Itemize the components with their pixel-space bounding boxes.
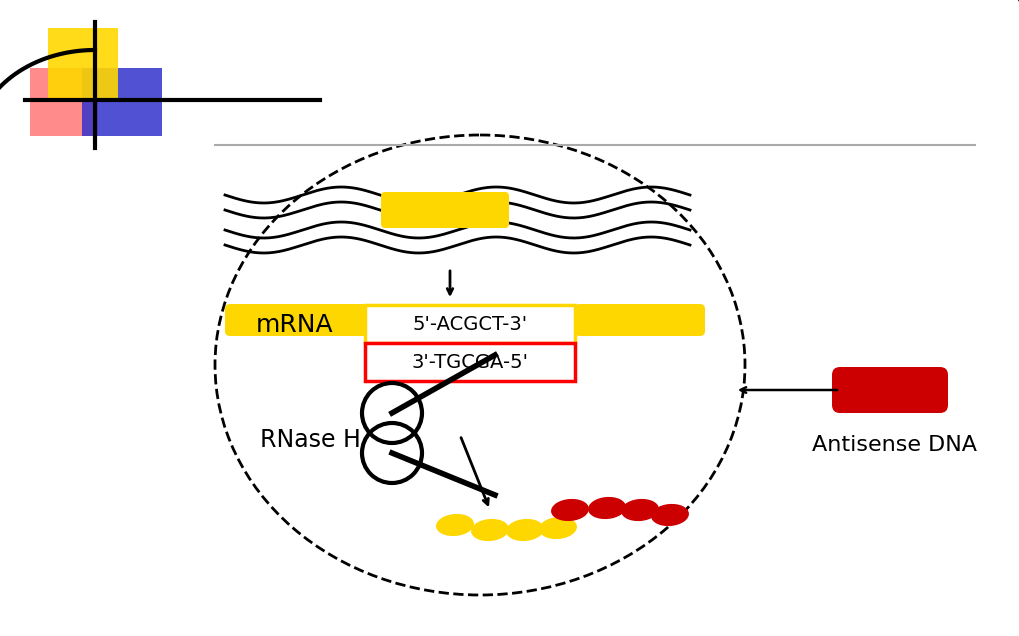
Bar — [30, 68, 98, 136]
Text: 3'-TGCGA-5': 3'-TGCGA-5' — [412, 352, 529, 371]
Text: mRNA: mRNA — [256, 313, 334, 337]
Text: 5'-ACGCT-3': 5'-ACGCT-3' — [413, 314, 528, 333]
Bar — [365, 343, 575, 381]
Ellipse shape — [471, 519, 508, 541]
Ellipse shape — [551, 499, 589, 521]
Ellipse shape — [436, 514, 474, 536]
Bar — [82, 68, 162, 136]
FancyBboxPatch shape — [225, 304, 385, 336]
Text: RNase H: RNase H — [260, 428, 361, 452]
Ellipse shape — [621, 499, 659, 521]
Ellipse shape — [506, 519, 544, 541]
FancyBboxPatch shape — [832, 367, 948, 413]
Bar — [48, 28, 118, 98]
Ellipse shape — [588, 497, 626, 519]
FancyBboxPatch shape — [381, 192, 510, 228]
Bar — [365, 305, 575, 343]
Text: Antisense DNA: Antisense DNA — [812, 435, 977, 455]
FancyBboxPatch shape — [575, 304, 705, 336]
Ellipse shape — [539, 517, 577, 539]
Ellipse shape — [651, 504, 689, 526]
